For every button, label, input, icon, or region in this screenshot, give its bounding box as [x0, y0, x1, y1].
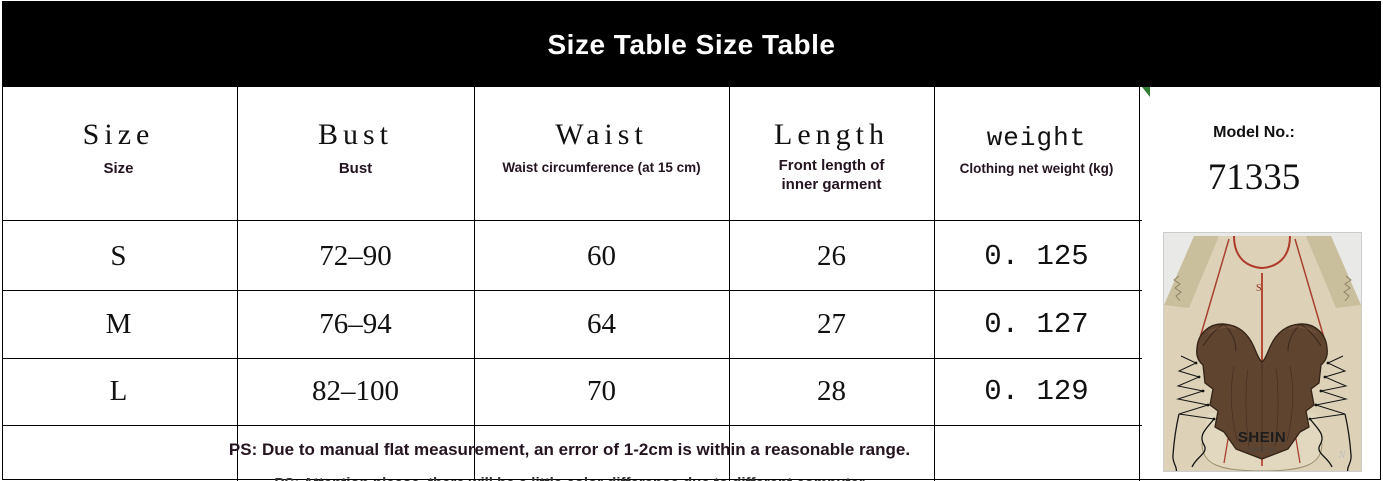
svg-text:SWSZ-V1: SWSZ-V1 — [1247, 448, 1277, 454]
svg-text:S: S — [1256, 283, 1262, 294]
svg-text:SHEIN: SHEIN — [1238, 429, 1286, 446]
svg-text:N: N — [1338, 450, 1347, 461]
